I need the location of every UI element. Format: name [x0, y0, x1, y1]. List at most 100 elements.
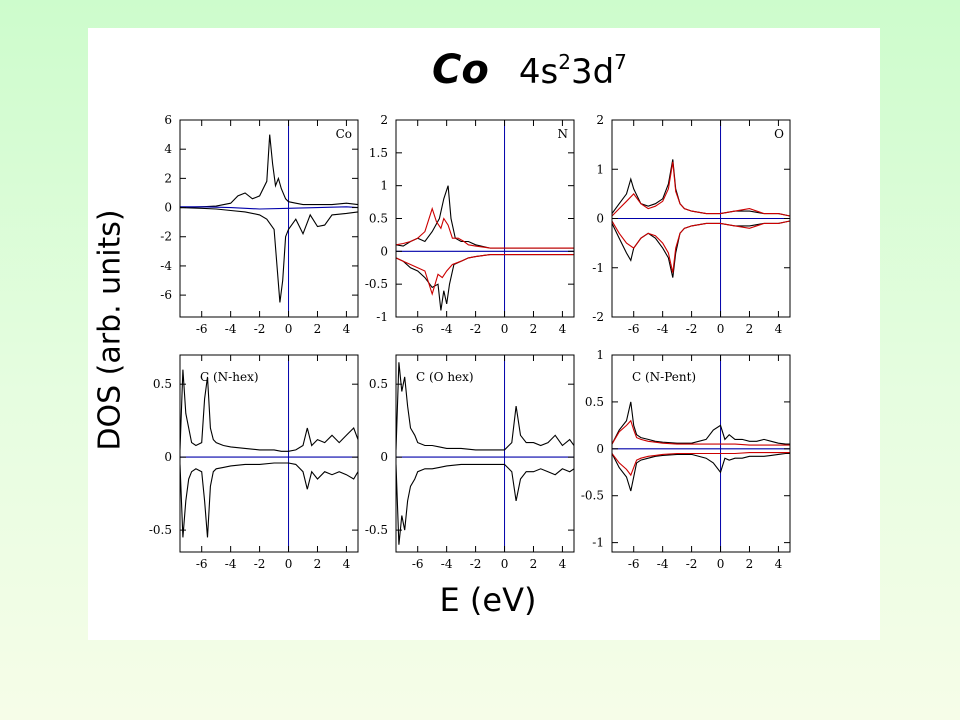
x-tick-label: 2: [314, 557, 322, 571]
dos-curve: [396, 185, 574, 249]
config-part: 3d: [570, 52, 615, 92]
y-tick-label: 1: [380, 179, 388, 193]
dos-curve: [612, 419, 790, 446]
y-tick-label: 0: [596, 212, 604, 226]
x-tick-label: -4: [657, 322, 669, 336]
x-tick-label: 2: [314, 322, 322, 336]
dos-curve: [180, 369, 358, 452]
y-tick-label: 0.5: [369, 212, 388, 226]
dos-curve: [180, 462, 358, 538]
subplot-label: Co: [336, 127, 352, 141]
y-tick-label: -2: [592, 310, 604, 324]
dos-curve: [612, 452, 790, 492]
x-tick-label: 4: [559, 322, 567, 336]
dos-subplot: -6 -4 -2 0 2 4 0.5 0 -0.5 C (O hex): [365, 354, 575, 571]
figure-title: Co 4s23d7: [432, 50, 627, 90]
x-tick-label: -2: [470, 322, 482, 336]
y-tick-label: -2: [160, 230, 172, 244]
y-tick-label: -1: [592, 261, 604, 275]
config-superscript: 7: [614, 50, 627, 74]
x-tick-label: -2: [470, 557, 482, 571]
dos-curve: [180, 134, 358, 209]
dos-curve: [396, 254, 574, 296]
x-tick-label: -6: [196, 322, 208, 336]
x-axis-label: E (eV): [439, 581, 537, 619]
x-tick-label: 0: [501, 322, 509, 336]
y-tick-label: -1: [592, 536, 604, 550]
y-tick-label: -1: [376, 310, 388, 324]
x-tick-label: -2: [254, 322, 266, 336]
dos-subplot: -6 -4 -2 0 2 4 1 0.5 0 -0.5 -1 C (N-Pent): [581, 348, 791, 571]
plot-frame: [395, 354, 575, 553]
y-tick-label: -0.5: [149, 523, 172, 537]
dos-subplot: -6 -4 -2 0 2 4 0.5 0 -0.5 C (N-hex): [149, 354, 359, 571]
x-tick-label: -4: [657, 557, 669, 571]
x-tick-label: 0: [717, 322, 725, 336]
config-superscript: 2: [558, 50, 571, 74]
figure-panel: [88, 28, 880, 640]
title-configuration: 4s23d7: [519, 52, 627, 92]
x-tick-label: 2: [530, 557, 538, 571]
x-tick-label: 4: [343, 322, 351, 336]
plot-frame: [611, 354, 791, 553]
subplot-label: C (N-hex): [200, 370, 259, 384]
plot-frame: [179, 119, 359, 318]
x-tick-label: -6: [412, 557, 424, 571]
x-tick-label: -2: [686, 557, 698, 571]
title-element: Co: [432, 47, 489, 93]
y-tick-label: 0.5: [153, 377, 172, 391]
dos-curve: [612, 159, 790, 217]
dos-curve: [180, 206, 358, 210]
x-tick-label: -6: [196, 557, 208, 571]
plot-frame: [179, 354, 359, 553]
subplot-label: O: [774, 127, 784, 141]
dos-curve: [396, 362, 574, 451]
dos-subplot: -6 -4 -2 0 2 4 2 1.5 1 0.5 0 -0.5 -1 N: [365, 113, 575, 336]
dos-curve: [612, 452, 790, 477]
x-tick-label: 0: [285, 557, 293, 571]
x-tick-label: -4: [441, 322, 453, 336]
x-tick-label: -4: [225, 557, 237, 571]
y-tick-label: 0.5: [369, 377, 388, 391]
y-tick-label: 0: [164, 450, 172, 464]
x-tick-label: 2: [746, 322, 754, 336]
x-tick-label: 4: [559, 557, 567, 571]
plot-frame: [395, 119, 575, 318]
x-tick-label: 4: [775, 322, 783, 336]
x-tick-label: -6: [628, 322, 640, 336]
dos-curve: [612, 401, 790, 445]
x-tick-label: -4: [225, 322, 237, 336]
y-tick-label: 1: [596, 162, 604, 176]
x-tick-label: 0: [285, 322, 293, 336]
x-tick-label: -4: [441, 557, 453, 571]
subplot-label: C (N-Pent): [632, 370, 696, 384]
x-tick-label: -2: [686, 322, 698, 336]
x-tick-label: 2: [530, 322, 538, 336]
dos-curve: [396, 254, 574, 311]
dos-subplot: -6 -4 -2 0 2 4 6 4 2 0 -2 -4 -6 Co: [160, 113, 359, 336]
y-tick-label: -0.5: [581, 489, 604, 503]
dos-subplot: -6 -4 -2 0 2 4 2 1 0 -1 -2 O: [592, 113, 791, 336]
x-tick-label: 4: [343, 557, 351, 571]
y-tick-label: -6: [160, 288, 172, 302]
dos-curve: [612, 220, 790, 273]
x-tick-label: 2: [746, 557, 754, 571]
x-tick-label: 0: [717, 557, 725, 571]
y-tick-label: 1: [596, 348, 604, 362]
dos-curve: [396, 463, 574, 545]
dos-curve: [396, 206, 574, 249]
y-tick-label: 0.5: [585, 395, 604, 409]
dos-curve: [612, 161, 790, 217]
y-tick-label: 0: [596, 442, 604, 456]
dos-curve: [180, 207, 358, 303]
y-tick-label: 0: [380, 450, 388, 464]
y-tick-label: -0.5: [365, 523, 388, 537]
y-tick-label: 1.5: [369, 146, 388, 160]
dos-curve: [612, 220, 790, 278]
subplot-label: N: [558, 127, 569, 141]
x-tick-label: -6: [412, 322, 424, 336]
config-part: 4s: [518, 52, 559, 92]
y-tick-label: 0: [164, 201, 172, 215]
subplot-label: C (O hex): [416, 370, 474, 384]
